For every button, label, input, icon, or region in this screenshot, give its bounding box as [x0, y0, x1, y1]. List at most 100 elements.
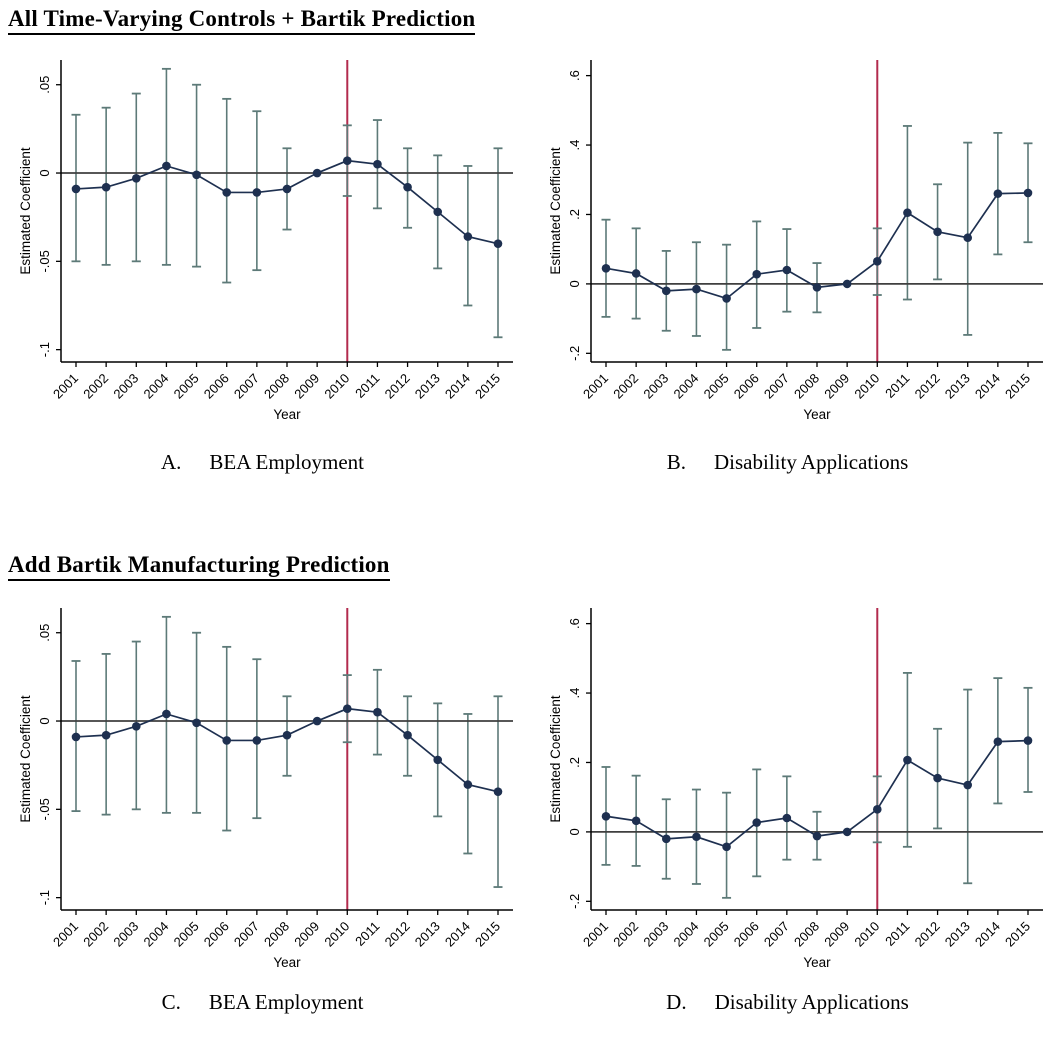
estimate-point — [463, 780, 473, 789]
panel-title-c: BEA Employment — [208, 990, 364, 1014]
x-tick-label: 2015 — [1002, 919, 1033, 950]
estimate-point — [993, 737, 1003, 746]
x-tick-label: 2003 — [640, 919, 671, 950]
x-tick-label: 2009 — [291, 371, 322, 402]
x-tick-label: 2005 — [171, 919, 202, 950]
panel-caption-c: C. BEA Employment — [0, 990, 525, 1015]
y-tick-label: .6 — [567, 618, 582, 629]
caption-row-1: A. BEA Employment B. Disability Applicat… — [0, 450, 1050, 475]
panel-caption-a: A. BEA Employment — [0, 450, 525, 475]
y-tick-label: -.05 — [37, 798, 52, 820]
x-tick-label: 2011 — [352, 919, 382, 949]
estimate-point — [661, 286, 671, 296]
estimate-point — [812, 283, 822, 292]
x-tick-label: 2009 — [821, 919, 852, 950]
estimate-point — [933, 773, 942, 783]
x-tick-label: 2006 — [201, 919, 232, 950]
estimate-point — [162, 709, 171, 719]
estimate-point — [312, 716, 322, 726]
x-tick-label: 2002 — [610, 919, 641, 950]
x-tick-label: 2001 — [50, 371, 81, 402]
y-tick-label: 0 — [37, 169, 52, 176]
estimate-point — [101, 730, 111, 740]
x-tick-label: 2005 — [171, 371, 202, 402]
y-tick-label: 0 — [567, 280, 582, 287]
x-tick-label: 2010 — [321, 919, 352, 950]
x-tick-label: 2012 — [382, 371, 413, 402]
estimate-point — [252, 188, 262, 197]
y-tick-label: -.1 — [37, 342, 52, 357]
x-tick-label: 2002 — [80, 371, 111, 402]
estimate-point — [71, 732, 81, 742]
panel-d-container: .6.4.2 0 -.2 Estimated Coefficient 2001 2002 2… — [545, 600, 1050, 975]
x-tick-label: 2014 — [972, 919, 1003, 950]
y-tick-label: .05 — [37, 624, 52, 642]
panel-b-container: .6.4.2 0 -.2 Estimated Coefficient 2001 2002 2… — [545, 52, 1050, 427]
x-tick-label: 2006 — [731, 371, 762, 402]
x-tick-label: 2004 — [670, 919, 701, 950]
panel-c-container: .05 0 -.05 -.1 Estimated Coefficient 2001 2002… — [15, 600, 520, 975]
panel-title-d: Disability Applications — [714, 990, 909, 1014]
panel-title-b: Disability Applications — [714, 450, 909, 474]
x-tick-label: 2009 — [821, 371, 852, 402]
estimate-point — [312, 168, 322, 178]
estimate-point — [192, 170, 201, 180]
estimate-point — [812, 831, 822, 841]
x-tick-label: 2014 — [442, 919, 473, 950]
estimate-point — [752, 269, 762, 279]
x-tick-label: 2007 — [231, 371, 262, 402]
y-tick-label: .05 — [37, 76, 52, 94]
x-tick-label: 2008 — [791, 371, 822, 402]
estimate-point — [993, 189, 1003, 198]
x-tick-label: 2011 — [352, 371, 382, 401]
x-tick-label: 2001 — [580, 371, 611, 402]
y-tick-label: .4 — [567, 140, 582, 151]
x-tick-label: 2015 — [1002, 371, 1033, 402]
x-axis-title: Year — [803, 407, 831, 422]
x-tick-label: 2013 — [412, 919, 443, 950]
x-tick-label: 2015 — [472, 919, 503, 950]
estimate-point — [722, 842, 731, 852]
x-tick-label: 2003 — [110, 371, 141, 402]
y-tick-label: -.2 — [567, 894, 582, 909]
section-title-2: Add Bartik Manufacturing Prediction — [8, 552, 390, 581]
estimate-point — [493, 787, 503, 796]
estimate-point — [433, 755, 443, 765]
panel-a-container: .05 0 -.05 -.1 Estimated Coefficient 2001 2002… — [15, 52, 520, 427]
panel-caption-b: B. Disability Applications — [525, 450, 1050, 475]
y-axis-title: Estimated Coefficient — [18, 147, 33, 275]
estimate-point — [872, 257, 882, 266]
estimate-point — [842, 827, 852, 837]
x-tick-label: 2010 — [851, 919, 882, 950]
estimate-point — [162, 161, 171, 171]
y-axis-title: Estimated Coefficient — [548, 147, 563, 275]
x-tick-label: 2014 — [972, 371, 1003, 402]
x-tick-label: 2003 — [640, 371, 671, 402]
x-tick-label: 2013 — [942, 371, 973, 402]
x-tick-label: 2006 — [201, 371, 232, 402]
x-tick-label: 2011 — [882, 371, 912, 401]
x-tick-label: 2005 — [701, 371, 732, 402]
estimate-point — [192, 718, 201, 728]
estimate-point — [1023, 736, 1033, 745]
estimate-point — [222, 188, 232, 197]
x-tick-label: 2001 — [50, 919, 81, 950]
panel-letter-a: A. — [161, 450, 182, 474]
x-tick-label: 2005 — [701, 919, 732, 950]
y-tick-label: 0 — [567, 828, 582, 835]
x-tick-label: 2001 — [580, 919, 611, 950]
estimate-point — [342, 704, 352, 713]
x-tick-label: 2009 — [291, 919, 322, 950]
estimate-point — [342, 156, 352, 165]
estimate-point — [131, 722, 141, 731]
y-tick-label: .6 — [567, 70, 582, 81]
estimate-point — [631, 816, 641, 826]
estimate-point — [933, 227, 942, 237]
y-tick-label: .2 — [567, 209, 582, 220]
x-axis-title: Year — [273, 955, 301, 970]
x-tick-label: 2008 — [791, 919, 822, 950]
estimate-point — [373, 707, 382, 717]
caption-row-2: C. BEA Employment D. Disability Applicat… — [0, 990, 1050, 1015]
